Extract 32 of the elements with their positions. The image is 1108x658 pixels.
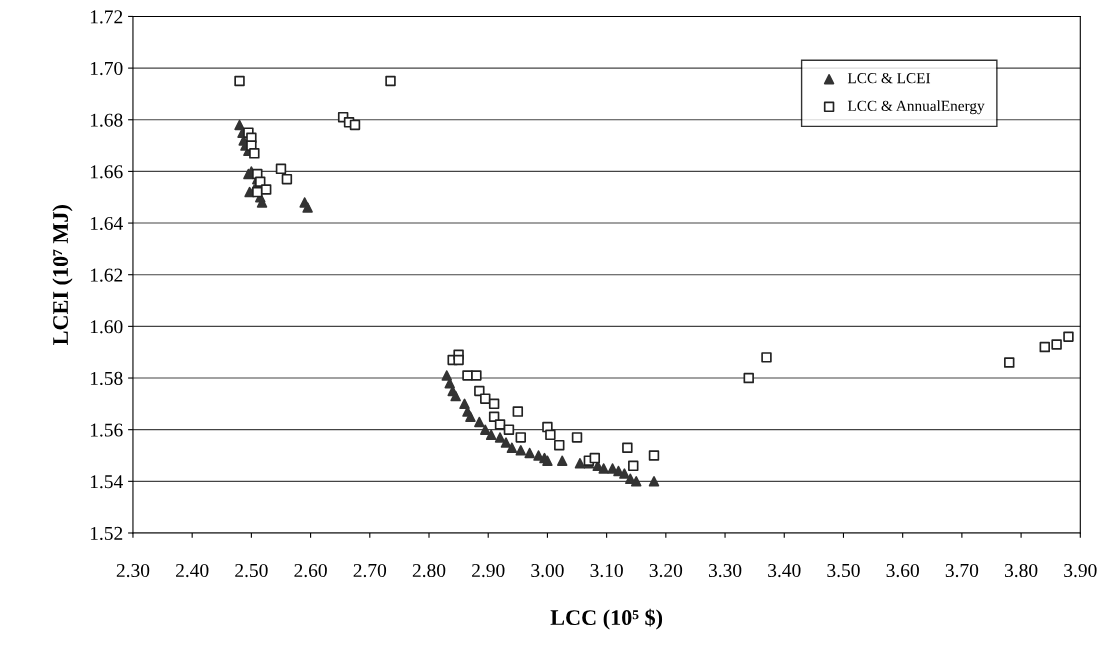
x-tick-label: 3.00 bbox=[531, 563, 564, 578]
x-tick-label: 3.90 bbox=[1064, 563, 1097, 578]
x-tick-label: 3.80 bbox=[1005, 563, 1038, 578]
x-tick-label: 3.10 bbox=[590, 563, 623, 578]
y-tick-label: 1.72 bbox=[90, 10, 123, 24]
y-tick-label: 1.58 bbox=[90, 371, 123, 386]
x-tick-label: 2.50 bbox=[235, 563, 268, 578]
x-tick-label: 2.30 bbox=[116, 563, 150, 578]
x-tick-label: 2.40 bbox=[176, 563, 209, 578]
x-tick-label: 2.80 bbox=[412, 563, 446, 578]
x-tick-label: 3.60 bbox=[886, 563, 919, 578]
y-tick-label: 1.60 bbox=[90, 320, 123, 334]
x-tick-label: 2.60 bbox=[294, 563, 327, 578]
x-axis-title: LCC (10⁵ $) bbox=[550, 608, 663, 630]
y-tick-label: 1.52 bbox=[90, 526, 123, 540]
y-tick-label: 1.64 bbox=[90, 216, 123, 231]
y-tick-label: 1.54 bbox=[90, 475, 123, 489]
x-tick-label: 3.30 bbox=[708, 563, 742, 578]
x-tick-label: 3.50 bbox=[827, 563, 860, 578]
x-tick-label: 2.70 bbox=[353, 563, 387, 578]
x-tick-label: 3.70 bbox=[945, 563, 979, 578]
x-tick-label: 3.40 bbox=[768, 563, 801, 578]
y-tick-label: 1.68 bbox=[90, 113, 123, 127]
y-axis-title: LCEI (10⁷ MJ) bbox=[52, 205, 73, 345]
x-tick-label: 3.20 bbox=[649, 563, 683, 578]
legend-label: LCC & AnnualEnergy bbox=[847, 100, 985, 115]
y-tick-label: 1.62 bbox=[90, 268, 123, 282]
y-tick-label: 1.70 bbox=[90, 61, 123, 76]
y-tick-label: 1.56 bbox=[90, 423, 123, 437]
y-tick-label: 1.66 bbox=[90, 165, 123, 179]
legend-label: LCC & LCEI bbox=[847, 73, 931, 84]
x-tick-label: 2.90 bbox=[472, 563, 505, 578]
